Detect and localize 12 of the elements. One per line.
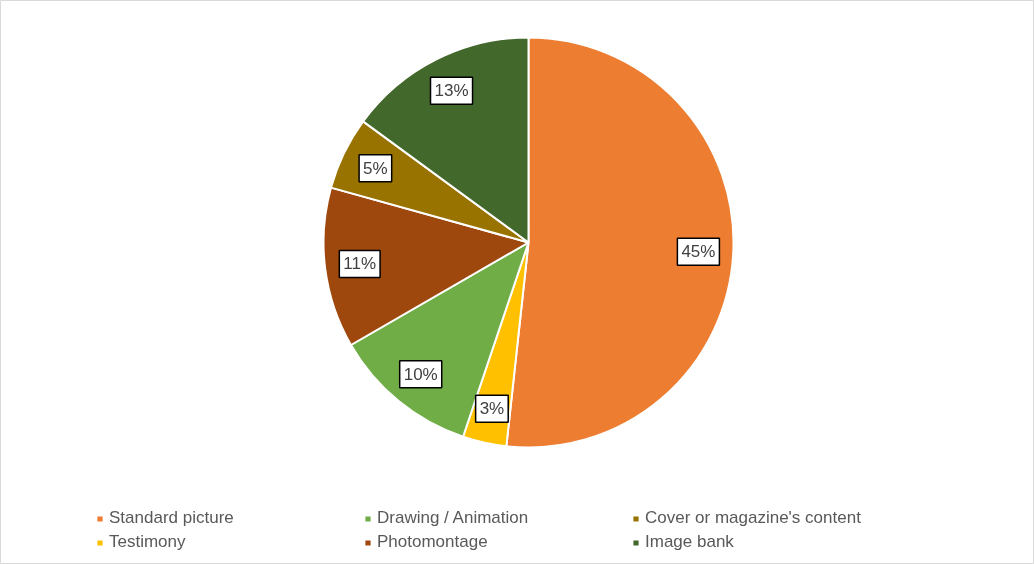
legend-label: Testimony	[109, 532, 187, 552]
legend-label: Standard picture	[109, 508, 235, 528]
data-label: 11%	[343, 254, 377, 274]
legend-label: Drawing / Animation	[377, 508, 530, 528]
data-label: 13%	[434, 81, 469, 101]
data-label: 45%	[681, 242, 716, 262]
data-label: 3%	[479, 399, 505, 419]
data-label: 10%	[403, 364, 438, 384]
legend-label: Image bank	[645, 532, 735, 552]
legend-label: Photomontage	[377, 532, 489, 552]
legend-label: Cover or magazine's content	[645, 508, 862, 528]
data-label: 5%	[363, 158, 388, 178]
